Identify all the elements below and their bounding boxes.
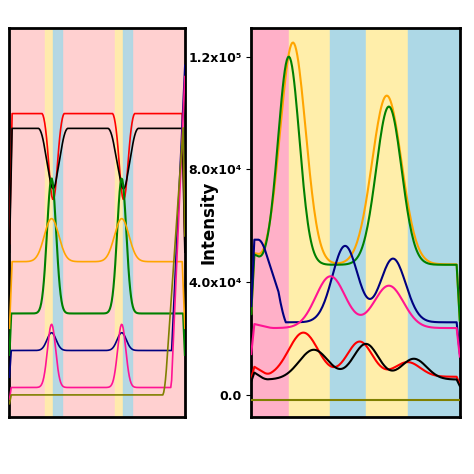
- Bar: [251, 28, 289, 417]
- Bar: [53, 28, 62, 417]
- Bar: [366, 28, 408, 417]
- Text: Intensity: Intensity: [200, 181, 218, 264]
- Bar: [123, 28, 132, 417]
- Bar: [45, 28, 54, 417]
- Bar: [115, 28, 123, 417]
- Bar: [408, 28, 460, 417]
- Bar: [330, 28, 366, 417]
- Bar: [289, 28, 330, 417]
